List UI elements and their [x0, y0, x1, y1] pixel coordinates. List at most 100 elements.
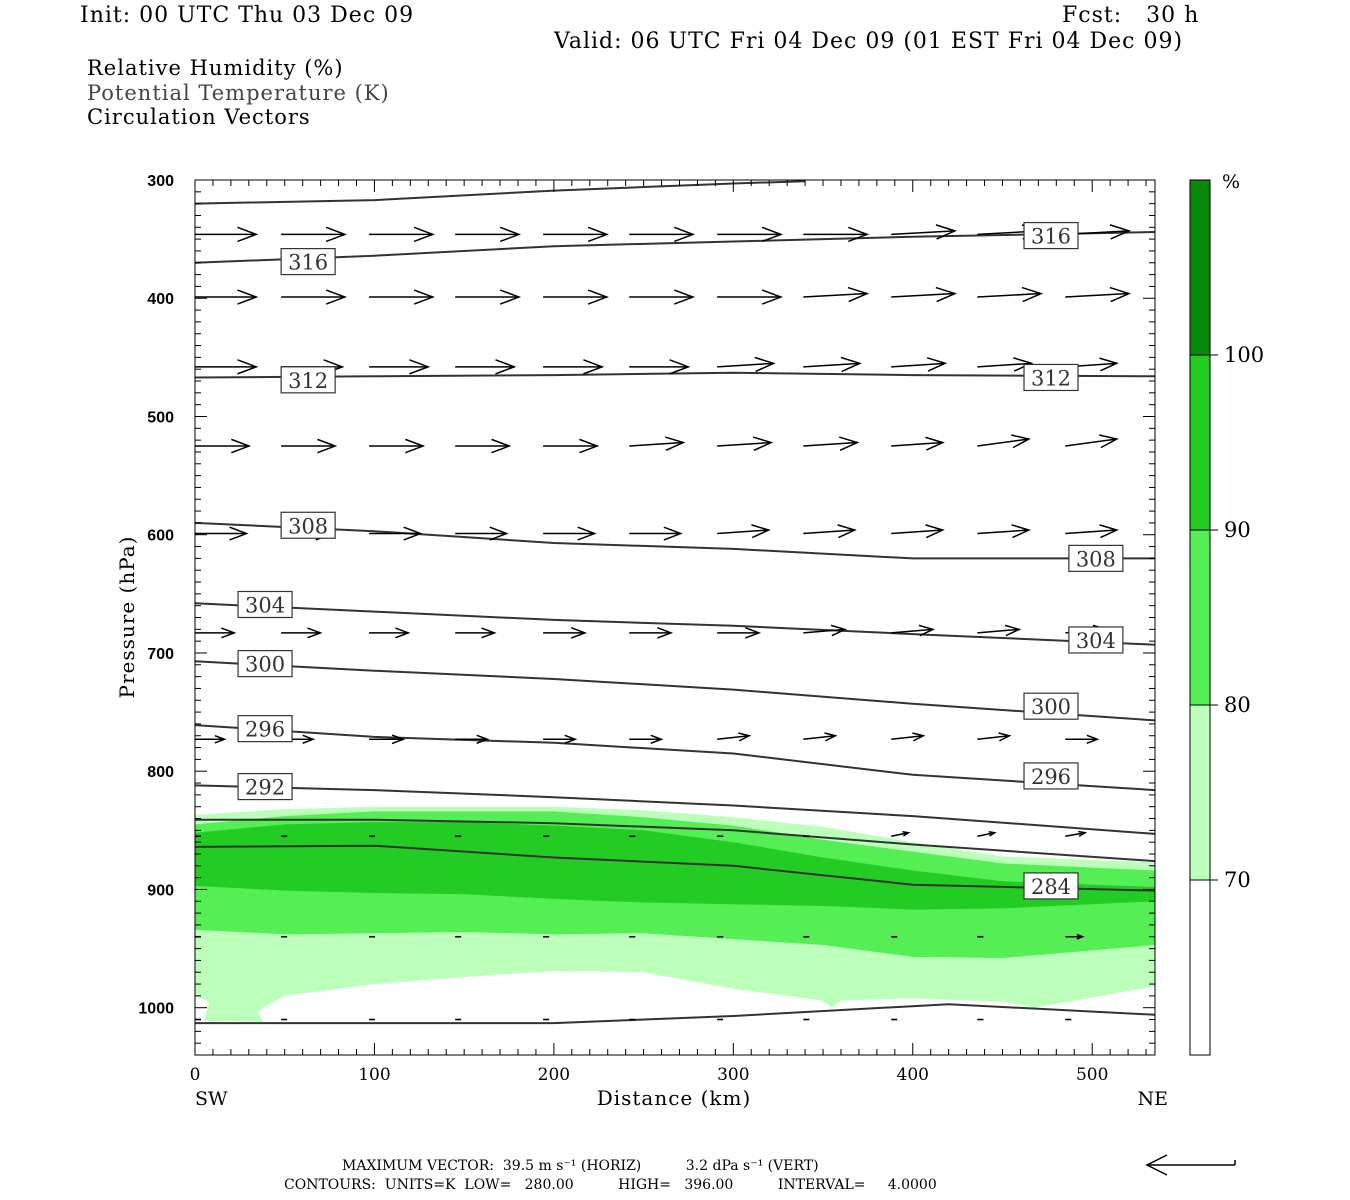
- theta-label: 308: [280, 511, 336, 539]
- wind-vector: [195, 526, 249, 541]
- wind-vector: [629, 734, 664, 744]
- wind-vector: [803, 436, 860, 452]
- vector-head: [495, 359, 517, 375]
- wind-vector: [977, 434, 1031, 449]
- vector-head: [1109, 224, 1132, 240]
- wind-vector: [977, 831, 997, 837]
- vector-shaft: [803, 362, 860, 368]
- wind-vector: [717, 524, 771, 539]
- wind-vector: [803, 624, 848, 637]
- wind-vector: [891, 732, 926, 742]
- x-right-label: NE: [1138, 1088, 1169, 1110]
- vector-head: [673, 226, 696, 243]
- vector-shaft: [717, 362, 774, 368]
- vector-shaft: [891, 529, 943, 535]
- wind-vector: [455, 289, 522, 305]
- vector-head: [830, 624, 848, 637]
- theta-label-box: [1023, 221, 1079, 250]
- wind-vector: [891, 286, 958, 303]
- theta-label-box: [237, 772, 293, 801]
- theta-label-box: [1023, 762, 1079, 790]
- wind-vector: [803, 524, 857, 539]
- vector-head: [837, 524, 857, 539]
- wind-vector: [281, 438, 338, 454]
- vector-shaft: [977, 832, 995, 837]
- vector-head: [237, 226, 259, 243]
- theta-contour-316: [195, 231, 1155, 264]
- theta-contour-284: [195, 844, 1155, 892]
- theta-label-text: 300: [1031, 695, 1071, 719]
- vector-head: [229, 526, 249, 541]
- vector-shaft: [1065, 438, 1117, 447]
- vector-head: [583, 359, 605, 375]
- wind-vector: [369, 627, 411, 639]
- vector-shaft: [891, 735, 924, 741]
- wind-vector: [1065, 933, 1085, 940]
- vector-head: [988, 831, 997, 837]
- contour-labels: 316 316 312 312 308 308 304 304 300 300 296 296 292 2…: [237, 221, 1124, 900]
- vector-head: [1099, 434, 1119, 449]
- theta-label-box: [237, 590, 293, 619]
- theta-contour-304: [195, 602, 1155, 646]
- wind-vector: [455, 734, 490, 744]
- vector-head: [391, 734, 406, 745]
- theta-contour-308: [195, 521, 1155, 560]
- wind-vector: [1065, 434, 1119, 449]
- forecast-hour: Fcst: 30 h: [1062, 3, 1200, 28]
- wind-vector: [369, 526, 423, 541]
- wind-vector: [803, 286, 870, 303]
- vector-head: [231, 438, 252, 454]
- vector-head: [761, 226, 784, 243]
- vector-shaft: [803, 292, 868, 298]
- theta-label: 292: [237, 772, 293, 801]
- theta-label-text: 304: [1076, 629, 1116, 653]
- x-tick-label: 500: [1076, 1065, 1108, 1085]
- theta-label-box: [280, 511, 336, 539]
- wind-vector: [195, 359, 259, 375]
- wind-vector: [629, 359, 691, 375]
- theta-label: 296: [1023, 762, 1079, 790]
- theta-label-text: 296: [245, 718, 285, 742]
- theta-label-box: [237, 715, 293, 743]
- y-tick-label: 500: [147, 409, 174, 426]
- wind-vector: [369, 359, 431, 375]
- relative-humidity-shading: [195, 806, 1155, 1022]
- vector-head: [1004, 624, 1022, 637]
- vector-head: [738, 732, 752, 742]
- x-tick-label: 200: [538, 1065, 570, 1085]
- vector-shaft: [891, 441, 943, 447]
- vector-head: [489, 526, 509, 541]
- vector-head: [413, 289, 435, 305]
- vector-head: [409, 359, 431, 375]
- wind-vector: [891, 224, 958, 240]
- colorbar-swatch: [1190, 705, 1210, 880]
- wind-vector: [891, 831, 911, 837]
- wind-vector: [629, 226, 696, 243]
- vector-head: [744, 627, 762, 639]
- vector-shaft: [1065, 292, 1130, 298]
- theta-label: 308: [1068, 544, 1124, 572]
- wind-vector: [281, 289, 347, 305]
- wind-vector: [803, 356, 862, 373]
- vector-head: [587, 226, 609, 243]
- y-tick-label: 800: [147, 764, 174, 781]
- vector-head: [237, 359, 259, 375]
- vector-head: [650, 734, 664, 744]
- valid-time: Valid: 06 UTC Fri 04 Dec 09 (01 EST Fri …: [554, 29, 1184, 54]
- theta-label: 316: [280, 247, 336, 276]
- y-tick-label: 300: [147, 173, 174, 190]
- vector-head: [1011, 434, 1031, 449]
- wind-vector: [1065, 734, 1100, 744]
- theta-label-text: 308: [288, 514, 328, 538]
- theta-contour-292: [195, 784, 1155, 835]
- vector-head: [403, 526, 423, 541]
- vector-shaft: [803, 441, 858, 447]
- theta-label: 300: [237, 650, 293, 678]
- wind-vector: [455, 226, 522, 243]
- theta-label-text: 292: [245, 776, 285, 800]
- wind-vector: [195, 734, 227, 744]
- axes: 300 400 500 600 700 800 900 1000 0 100 200 300 400 50…: [115, 173, 1168, 1110]
- theta-label: 316: [1023, 221, 1079, 250]
- theta-label-text: 312: [1031, 366, 1071, 390]
- wind-vector: [717, 356, 776, 373]
